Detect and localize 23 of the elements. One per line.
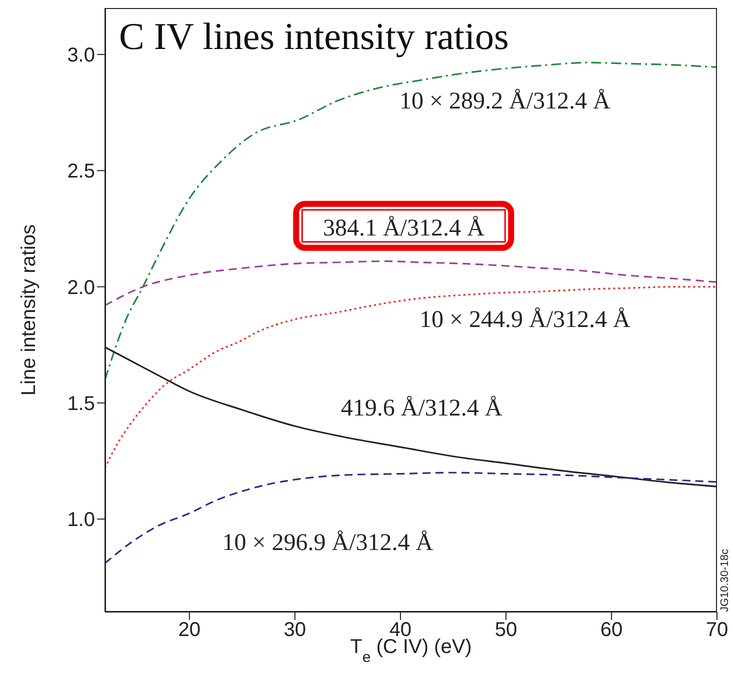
- line-series: [105, 286, 717, 469]
- y-tick-label: 1.0: [67, 509, 95, 532]
- series-label: 10 × 289.2 Å/312.4 Å: [399, 88, 612, 115]
- line-series: [105, 62, 717, 380]
- y-axis-title: Line intensity ratios: [18, 224, 40, 396]
- x-tick-label: 30: [284, 619, 306, 642]
- x-tick-label: 60: [600, 619, 623, 642]
- y-tick-label: 2.5: [67, 160, 95, 183]
- chart-title: C IV lines intensity ratios: [119, 16, 509, 58]
- series-label: 10 × 244.9 Å/312.4 Å: [420, 307, 632, 334]
- series-label: 419.6 Å/312.4 Å: [340, 395, 503, 422]
- line-series: [105, 260, 717, 306]
- series-label: 10 × 296.9 Å/312.4 Å: [222, 530, 434, 556]
- x-axis-title: T$_{e}$ (C IV) (eV): [350, 636, 472, 666]
- x-tick-label: 70: [706, 619, 728, 642]
- series-label: 384.1 Å/312.4 Å: [322, 215, 485, 242]
- line-series: [105, 472, 717, 564]
- y-tick-label: 2.0: [67, 276, 95, 299]
- x-tick-label: 50: [494, 619, 518, 642]
- x-tick-label: 20: [178, 619, 201, 642]
- y-tick-label: 1.5: [67, 393, 95, 416]
- text: JG10.30-18c: [719, 549, 731, 612]
- y-tick-label: 3.0: [67, 44, 95, 67]
